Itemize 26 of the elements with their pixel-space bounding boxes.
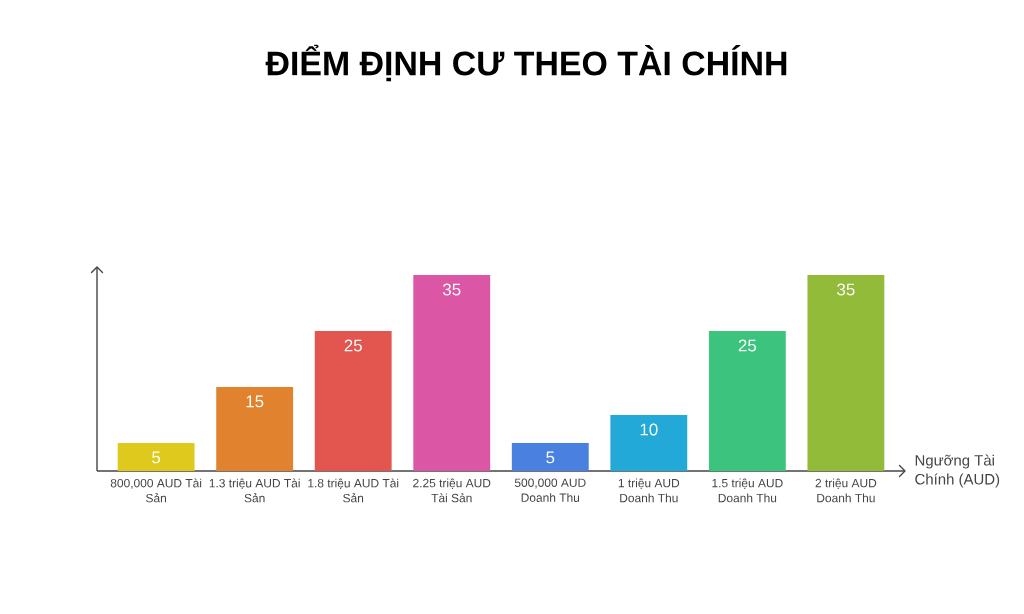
data-label: 25 xyxy=(738,339,757,352)
x-tick-label: 1.5 triệu AUD Doanh Thu xyxy=(712,478,783,503)
bar xyxy=(314,330,392,471)
x-tick-label: 2.25 triệu AUD Tài Sản xyxy=(413,478,491,503)
data-label: 5 xyxy=(546,451,555,464)
x-tick-label: 2 triệu AUD Doanh Thu xyxy=(815,478,877,503)
bar xyxy=(511,442,589,471)
x-tick-label: 1.3 triệu AUD Tài Sản xyxy=(209,478,300,503)
data-label: 25 xyxy=(344,339,362,352)
x-tick-label: 1.8 triệu AUD Tài Sản xyxy=(308,478,399,503)
bar xyxy=(216,386,294,471)
bar xyxy=(807,274,885,471)
bar xyxy=(413,274,491,471)
x-axis-title: Ngưỡng Tài Chính (AUD) xyxy=(915,454,1000,488)
bar xyxy=(117,442,195,471)
data-label: 10 xyxy=(640,423,658,436)
x-tick-label: 800,000 AUD Tài Sản xyxy=(110,478,202,503)
x-tick-label: 1 triệu AUD Doanh Thu xyxy=(618,478,680,503)
bar xyxy=(708,330,786,471)
x-tick-label: 500,000 AUD Doanh Thu xyxy=(514,478,586,502)
data-label: 35 xyxy=(442,283,461,296)
chart-title: ĐIỂM ĐỊNH CƯ THEO TÀI CHÍNH xyxy=(265,44,787,82)
bar xyxy=(610,414,688,471)
data-label: 15 xyxy=(246,395,264,408)
data-label: 35 xyxy=(837,283,855,296)
data-label: 5 xyxy=(152,451,161,464)
